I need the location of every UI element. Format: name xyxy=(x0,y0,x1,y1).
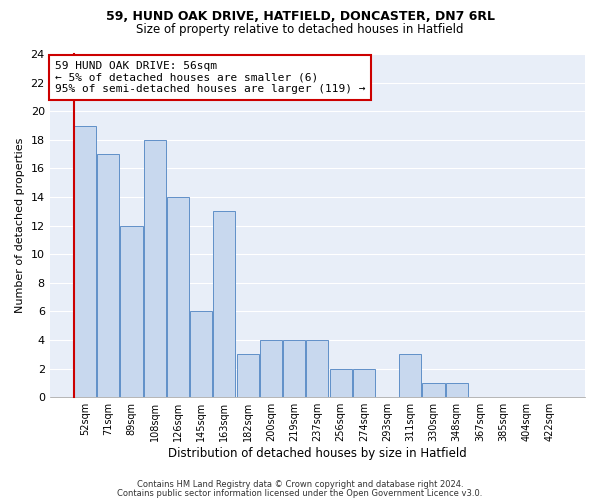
Bar xyxy=(121,226,143,397)
Bar xyxy=(236,354,259,397)
Text: Contains public sector information licensed under the Open Government Licence v3: Contains public sector information licen… xyxy=(118,488,482,498)
Bar xyxy=(97,154,119,397)
Bar xyxy=(143,140,166,397)
Text: Size of property relative to detached houses in Hatfield: Size of property relative to detached ho… xyxy=(136,22,464,36)
Bar xyxy=(167,197,189,397)
X-axis label: Distribution of detached houses by size in Hatfield: Distribution of detached houses by size … xyxy=(168,447,467,460)
Bar xyxy=(190,312,212,397)
Bar xyxy=(306,340,328,397)
Text: 59, HUND OAK DRIVE, HATFIELD, DONCASTER, DN7 6RL: 59, HUND OAK DRIVE, HATFIELD, DONCASTER,… xyxy=(106,10,494,23)
Bar xyxy=(399,354,421,397)
Bar xyxy=(329,368,352,397)
Text: 59 HUND OAK DRIVE: 56sqm
← 5% of detached houses are smaller (6)
95% of semi-det: 59 HUND OAK DRIVE: 56sqm ← 5% of detache… xyxy=(55,61,365,94)
Y-axis label: Number of detached properties: Number of detached properties xyxy=(15,138,25,314)
Bar xyxy=(74,126,96,397)
Text: Contains HM Land Registry data © Crown copyright and database right 2024.: Contains HM Land Registry data © Crown c… xyxy=(137,480,463,489)
Bar xyxy=(283,340,305,397)
Bar xyxy=(260,340,282,397)
Bar xyxy=(422,383,445,397)
Bar xyxy=(353,368,375,397)
Bar xyxy=(446,383,468,397)
Bar xyxy=(214,212,235,397)
